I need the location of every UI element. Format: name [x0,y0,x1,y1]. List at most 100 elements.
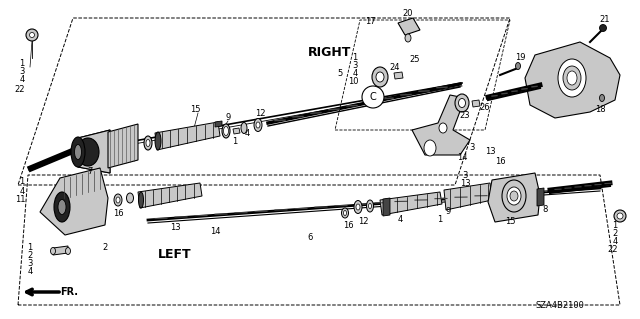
Text: 15: 15 [505,218,515,226]
Ellipse shape [515,63,520,70]
Text: 17: 17 [365,18,375,26]
Polygon shape [412,95,470,155]
Ellipse shape [356,204,360,210]
Ellipse shape [155,132,161,150]
Ellipse shape [241,122,247,133]
Ellipse shape [507,187,521,205]
Ellipse shape [424,140,436,156]
Text: RIGHT: RIGHT [308,46,352,58]
Text: 4: 4 [19,76,24,85]
Ellipse shape [138,192,143,208]
Ellipse shape [29,33,35,38]
Ellipse shape [223,127,228,136]
Ellipse shape [354,201,362,213]
Text: 5: 5 [337,69,342,78]
Polygon shape [40,168,108,235]
Ellipse shape [567,71,577,85]
Ellipse shape [342,208,349,218]
Text: 26: 26 [480,103,490,113]
Ellipse shape [65,248,70,255]
Text: 13: 13 [170,222,180,232]
Ellipse shape [74,145,81,160]
Text: 4: 4 [244,129,250,137]
Text: 13: 13 [484,147,495,157]
Text: 16: 16 [495,158,506,167]
Polygon shape [444,183,492,210]
Polygon shape [138,183,202,208]
Text: SZA4B2100: SZA4B2100 [536,300,584,309]
Text: 18: 18 [595,106,605,115]
Polygon shape [394,72,403,79]
Ellipse shape [344,211,346,216]
Ellipse shape [439,123,447,133]
Text: FR.: FR. [60,287,78,297]
Ellipse shape [54,192,70,222]
Text: 3: 3 [462,170,468,180]
Text: 14: 14 [210,227,220,236]
Ellipse shape [502,180,526,212]
Text: 8: 8 [542,205,548,214]
Polygon shape [108,124,138,168]
Polygon shape [215,121,222,127]
Text: 14: 14 [457,152,467,161]
Text: 19: 19 [515,54,525,63]
Ellipse shape [455,94,469,112]
Polygon shape [78,130,110,173]
Text: 11: 11 [15,196,25,204]
Polygon shape [383,198,390,216]
Ellipse shape [367,200,374,212]
Text: 1: 1 [437,216,443,225]
Ellipse shape [51,248,56,255]
Ellipse shape [617,213,623,219]
Ellipse shape [369,204,371,209]
Ellipse shape [600,94,605,101]
Ellipse shape [146,139,150,146]
Ellipse shape [116,197,120,203]
Ellipse shape [614,210,626,222]
Text: 23: 23 [460,110,470,120]
Ellipse shape [458,99,465,108]
Text: C: C [370,92,376,102]
Text: 10: 10 [348,77,358,85]
Ellipse shape [71,137,85,167]
Text: 22: 22 [608,246,618,255]
Ellipse shape [510,191,518,201]
Ellipse shape [127,193,134,203]
Text: 2: 2 [102,243,108,253]
Polygon shape [398,18,420,35]
Text: 4: 4 [397,216,403,225]
Ellipse shape [558,59,586,97]
Text: 3: 3 [469,144,475,152]
Text: 22: 22 [15,85,25,93]
Text: 16: 16 [113,209,124,218]
Text: 9: 9 [225,114,230,122]
Polygon shape [380,192,442,215]
Text: 4: 4 [353,69,358,78]
Ellipse shape [372,67,388,87]
Text: 1: 1 [19,58,24,68]
Polygon shape [525,42,620,118]
Text: 20: 20 [403,9,413,18]
Text: 9: 9 [445,207,451,217]
Text: 15: 15 [189,106,200,115]
Polygon shape [233,128,240,134]
Ellipse shape [222,124,230,138]
Text: 1: 1 [353,53,358,62]
Ellipse shape [144,136,152,150]
Text: 3: 3 [28,259,33,269]
Text: 25: 25 [410,56,420,64]
Text: LEFT: LEFT [158,249,192,262]
Text: 12: 12 [358,218,368,226]
Text: 2: 2 [28,251,33,261]
Text: 1: 1 [232,137,237,146]
Ellipse shape [77,138,99,166]
Text: 24: 24 [390,63,400,72]
Text: 4: 4 [19,187,24,196]
Polygon shape [537,188,544,206]
Text: 16: 16 [342,221,353,231]
Text: 21: 21 [600,16,611,25]
Text: 13: 13 [460,179,470,188]
Ellipse shape [600,25,607,32]
Ellipse shape [256,122,260,128]
Polygon shape [78,130,110,173]
